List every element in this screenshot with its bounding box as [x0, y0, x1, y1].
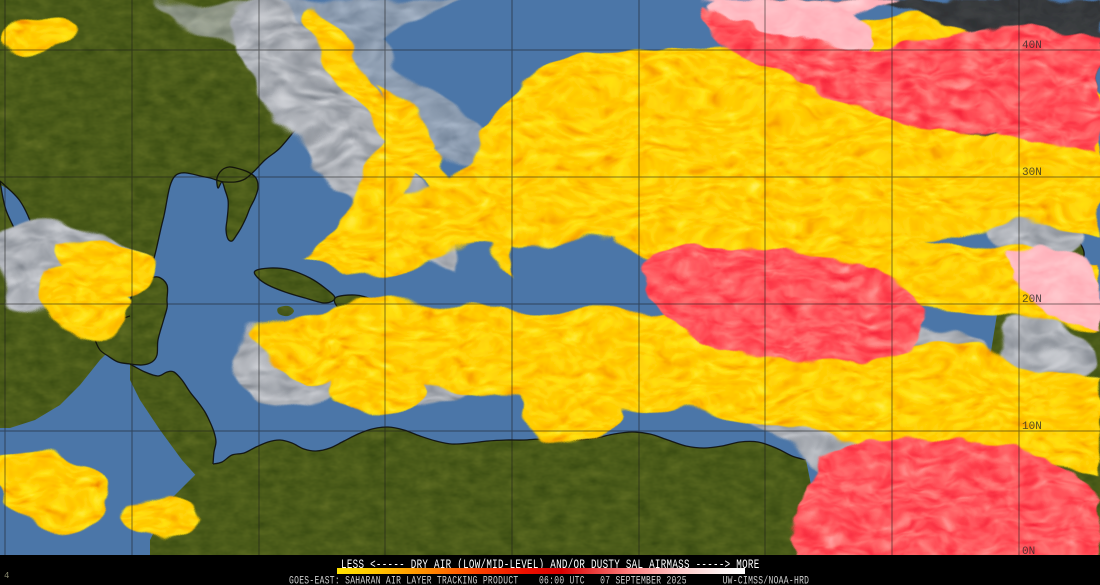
svg-text:30N: 30N [1022, 167, 1042, 179]
svg-text:10N: 10N [1022, 421, 1042, 433]
svg-text:40N: 40N [1022, 40, 1042, 52]
svg-text:20N: 20N [1022, 294, 1042, 306]
